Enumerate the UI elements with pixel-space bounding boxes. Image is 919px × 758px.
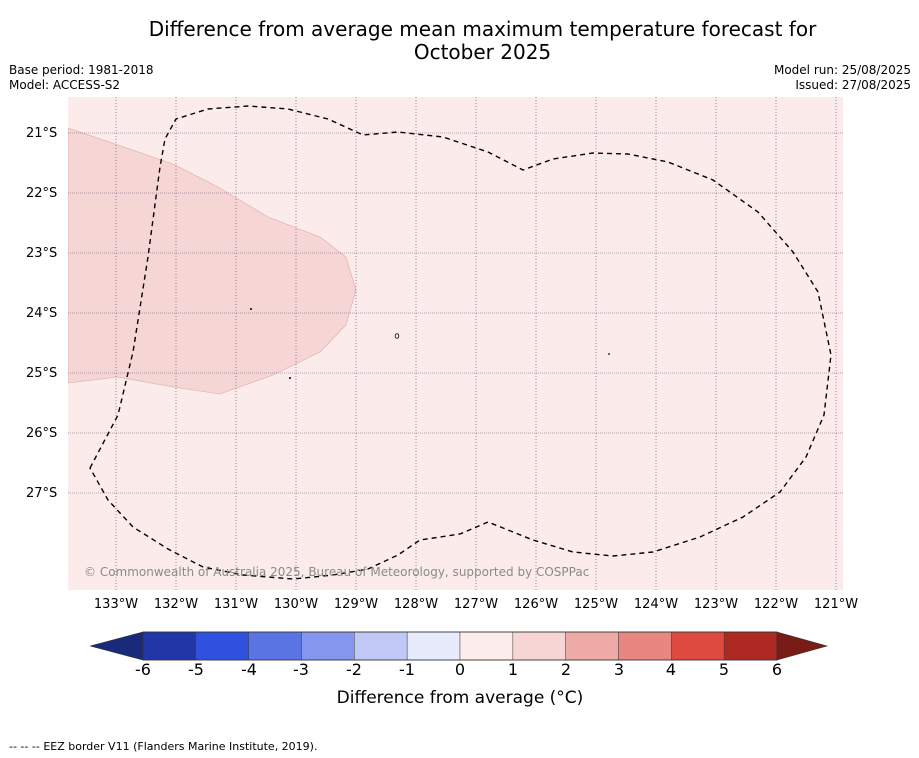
colorbar-cells <box>142 631 778 661</box>
copyright-notice: © Commonwealth of Australia 2025, Bureau… <box>84 565 590 579</box>
lat-label: 22°S <box>26 186 58 201</box>
eez-legend: -- -- -- EEZ border V11 (Flanders Marine… <box>9 740 317 753</box>
lon-label: 122°W <box>753 597 799 612</box>
lon-label: 131°W <box>213 597 259 612</box>
colorbar-tick: -2 <box>346 660 362 679</box>
colorbar-svg <box>88 631 829 661</box>
model-run: Model run: 25/08/2025 <box>773 63 911 77</box>
colorbar-tick: 2 <box>560 660 572 679</box>
colorbar-cell <box>195 631 249 661</box>
lon-label: 123°W <box>693 597 739 612</box>
colorbar-tick: -4 <box>241 660 257 679</box>
lon-label: 124°W <box>633 597 679 612</box>
island-marker <box>289 377 291 379</box>
eez-legend-text: EEZ border V11 (Flanders Marine Institut… <box>43 740 318 753</box>
colorbar-tick: -5 <box>188 660 204 679</box>
lat-label: 25°S <box>26 366 58 381</box>
colorbar-cell <box>565 631 619 661</box>
colorbar-tick: -6 <box>135 660 151 679</box>
graticule <box>68 97 843 590</box>
colorbar-cell <box>459 631 514 661</box>
colorbar-label: Difference from average (°C) <box>336 688 584 708</box>
colorbar-outline <box>142 631 778 661</box>
lon-label: 127°W <box>453 597 499 612</box>
title-line-1: Difference from average mean maximum tem… <box>148 17 817 41</box>
colorbar-cell <box>671 631 725 661</box>
island-marker <box>250 308 252 310</box>
eez-border <box>89 105 832 580</box>
eez-legend-symbol: -- -- -- <box>9 740 40 753</box>
lat-label: 21°S <box>26 126 58 141</box>
colorbar-cell <box>406 631 461 661</box>
map-svg <box>68 97 843 590</box>
colorbar-cell <box>618 631 672 661</box>
colorbar-cell <box>723 631 778 661</box>
colorbar-cell <box>301 631 355 661</box>
base-period: Base period: 1981-2018 <box>9 63 154 77</box>
meta-left: Base period: 1981-2018 Model: ACCESS-S2 <box>9 63 154 93</box>
lon-label: 133°W <box>93 597 139 612</box>
colorbar-under-arrow <box>88 631 144 661</box>
colorbar-tick: 6 <box>771 660 783 679</box>
map-title: Difference from average mean maximum tem… <box>60 18 905 64</box>
colorbar-cell <box>354 631 408 661</box>
colorbar-tick: 4 <box>665 660 677 679</box>
colorbar-tick: 0 <box>454 660 466 679</box>
lon-label: 130°W <box>273 597 319 612</box>
colorbar-cell <box>248 631 302 661</box>
colorbar-cell <box>512 631 566 661</box>
meta-right: Model run: 25/08/2025 Issued: 27/08/2025 <box>774 63 911 93</box>
lon-label: 126°W <box>513 597 559 612</box>
colorbar-tick: 1 <box>507 660 519 679</box>
model-name: Model: ACCESS-S2 <box>9 78 121 92</box>
colorbar-tick: 3 <box>613 660 625 679</box>
lat-label: 24°S <box>26 306 58 321</box>
lon-label: 129°W <box>333 597 379 612</box>
title-line-2: October 2025 <box>413 40 552 64</box>
colorbar-cell <box>142 631 197 661</box>
colorbar-tick: -3 <box>293 660 309 679</box>
island-marker <box>608 353 610 355</box>
island-marker <box>394 333 400 339</box>
lat-label: 26°S <box>26 426 58 441</box>
lat-label: 23°S <box>26 246 58 261</box>
map-panel: © Commonwealth of Australia 2025, Bureau… <box>68 97 843 590</box>
warm-anomaly-region <box>68 127 357 395</box>
colorbar <box>88 630 830 666</box>
colorbar-tick: 5 <box>718 660 730 679</box>
lon-label: 128°W <box>393 597 439 612</box>
lon-label: 125°W <box>573 597 619 612</box>
lon-label: 121°W <box>813 597 859 612</box>
colorbar-over-arrow <box>776 631 829 661</box>
colorbar-tick: -1 <box>399 660 415 679</box>
lon-label: 132°W <box>153 597 199 612</box>
lat-label: 27°S <box>26 486 58 501</box>
issued-date: Issued: 27/08/2025 <box>795 78 911 92</box>
